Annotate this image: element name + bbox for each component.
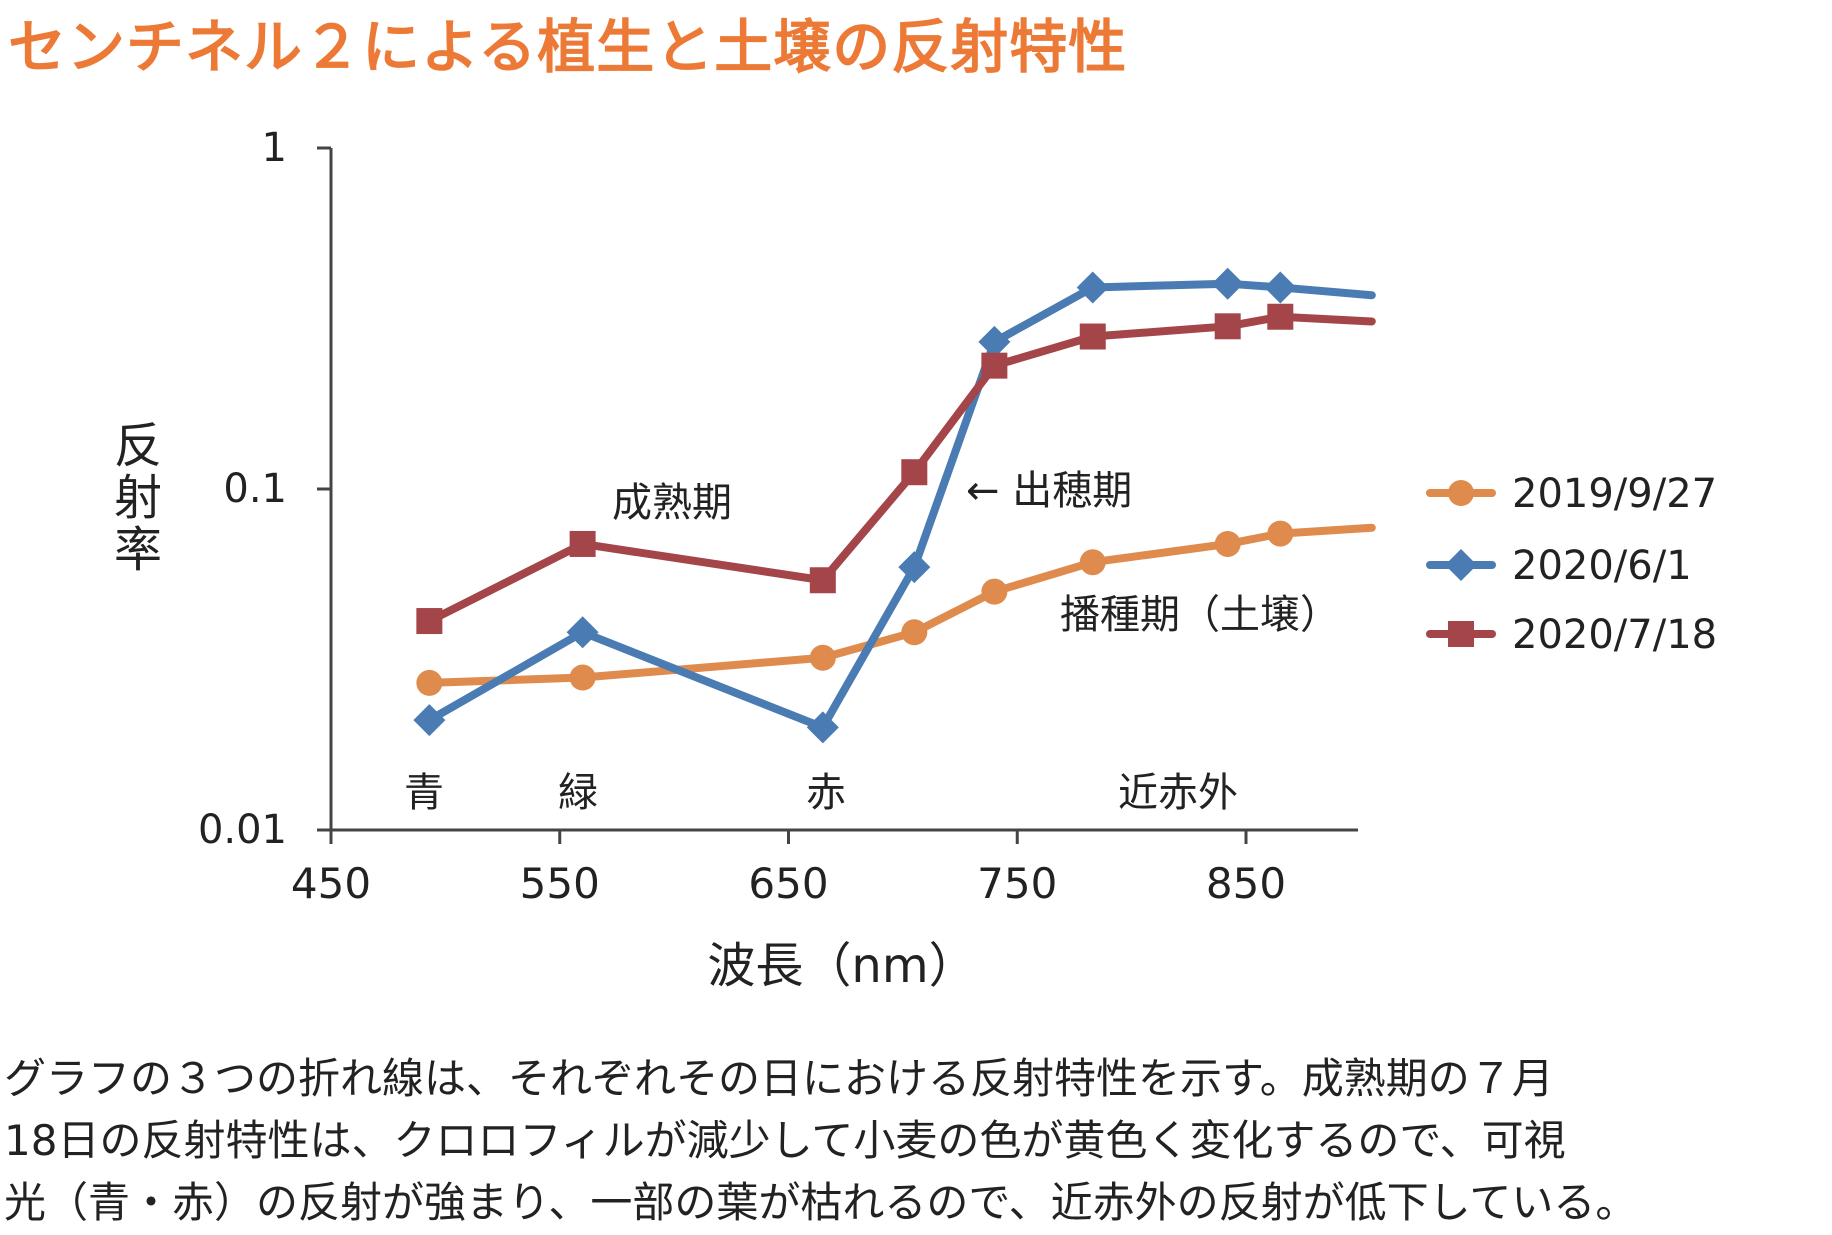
caption-line-1: グラフの３つの折れ線は、それぞれその日における反射特性を示す。成熟期の７月 [4, 1054, 1554, 1103]
data-point [1267, 303, 1294, 330]
data-point [416, 669, 443, 696]
series-layer [413, 267, 1376, 744]
page-title: センチネル２による植生と土壌の反射特性 [8, 13, 1128, 81]
data-point [1076, 271, 1109, 304]
legend-label: 2020/7/18 [1512, 612, 1717, 658]
caption: グラフの３つの折れ線は、それぞれその日における反射特性を示す。成熟期の７月 18… [4, 1048, 1830, 1234]
series-line [425, 312, 1376, 626]
annotation-label: 播種期（土壌） [1060, 592, 1340, 638]
legend-label: 2019/9/27 [1512, 471, 1717, 517]
data-point [898, 551, 931, 584]
annotation-label: 成熟期 [612, 480, 732, 526]
data-point [1079, 323, 1106, 350]
data-point [809, 567, 836, 594]
data-point [1267, 520, 1294, 547]
data-point [1264, 271, 1297, 304]
band-label: 赤 [806, 770, 846, 816]
data-point [978, 325, 1011, 358]
data-point [901, 619, 928, 646]
caption-line-2: 18日の反射特性は、クロロフィルが減少して小麦の色が黄色く変化するので、可視 [4, 1116, 1566, 1165]
data-point [413, 704, 446, 737]
legend-label: 2020/6/1 [1512, 543, 1692, 589]
data-point [1448, 621, 1474, 647]
data-point [1448, 480, 1474, 506]
x-axis-label: 波長（nm） [707, 938, 976, 994]
data-point [566, 616, 599, 649]
data-point [981, 578, 1008, 605]
data-point [809, 644, 836, 671]
annotation-label: ← 出穂期 [966, 468, 1132, 514]
x-tick-label: 650 [748, 859, 828, 908]
data-point [569, 664, 596, 691]
y-tick-label: 0.01 [198, 807, 287, 853]
band-label: 青 [404, 770, 444, 816]
axes [317, 146, 1358, 844]
data-point [1211, 267, 1244, 300]
band-label: 緑 [558, 770, 598, 816]
y-tick-label: 0.1 [223, 466, 287, 512]
data-point [806, 711, 839, 744]
y-axis-label-char: 反 [114, 418, 162, 474]
y-axis-label-char: 率 [114, 522, 162, 578]
data-point [1214, 313, 1241, 340]
caption-line-3: 光（青・赤）の反射が強まり、一部の葉が枯れるので、近赤外の反射が低下している。 [4, 1178, 1638, 1227]
x-tick-label: 450 [291, 859, 371, 908]
data-point [981, 352, 1008, 379]
series-line [425, 279, 1376, 732]
data-point [569, 530, 596, 557]
data-point [1445, 549, 1477, 581]
data-point [901, 459, 928, 486]
legend: 2019/9/27 2020/6/1 2020/7/18 [1426, 471, 1717, 658]
data-point [416, 608, 443, 635]
data-point [1214, 530, 1241, 557]
x-tick-label: 550 [520, 859, 600, 908]
y-tick-label: 1 [262, 125, 287, 171]
x-tick-label: 750 [977, 859, 1057, 908]
y-axis-label-char: 射 [114, 470, 162, 526]
data-point [1079, 549, 1106, 576]
x-tick-label: 850 [1206, 859, 1286, 908]
band-label: 近赤外 [1118, 770, 1238, 816]
